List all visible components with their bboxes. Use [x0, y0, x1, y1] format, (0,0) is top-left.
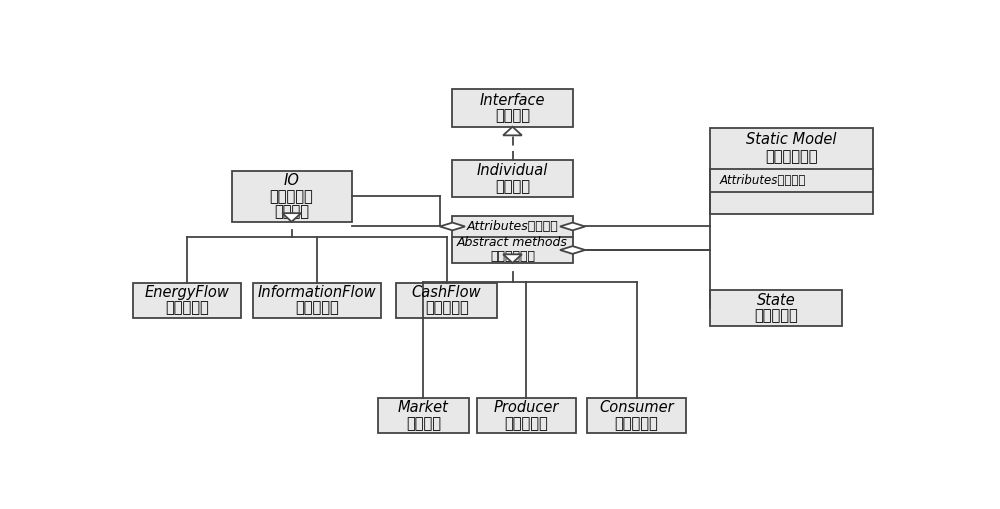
Text: Producer: Producer	[494, 401, 559, 415]
FancyBboxPatch shape	[477, 398, 576, 434]
Text: （静态模型）: （静态模型）	[765, 150, 818, 164]
Polygon shape	[503, 127, 522, 135]
Text: （接口）: （接口）	[495, 108, 530, 124]
Polygon shape	[560, 222, 585, 231]
Text: State: State	[757, 293, 795, 307]
Text: Static Model: Static Model	[746, 132, 837, 147]
Text: Individual: Individual	[477, 163, 548, 178]
FancyBboxPatch shape	[452, 90, 573, 127]
Text: （市场）: （市场）	[406, 416, 441, 431]
FancyBboxPatch shape	[253, 282, 381, 318]
Text: （资金流）: （资金流）	[425, 300, 468, 316]
FancyBboxPatch shape	[452, 160, 573, 197]
Text: （信息流）: （信息流）	[295, 300, 339, 316]
Text: （个体）: （个体）	[495, 179, 530, 194]
Text: Consumer: Consumer	[599, 401, 674, 415]
Text: Attributes（属性）: Attributes（属性）	[467, 220, 558, 233]
Text: （抽象方法）: （抽象方法）	[490, 250, 535, 263]
Text: （消费者）: （消费者）	[615, 416, 658, 431]
Text: InformationFlow: InformationFlow	[258, 285, 377, 300]
Text: CashFlow: CashFlow	[412, 285, 481, 300]
FancyBboxPatch shape	[710, 290, 842, 326]
Text: Attributes（属性）: Attributes（属性）	[719, 174, 806, 187]
Polygon shape	[560, 246, 585, 254]
Text: Abstract methods: Abstract methods	[457, 237, 568, 249]
Text: EnergyFlow: EnergyFlow	[145, 285, 229, 300]
Text: Interface: Interface	[480, 93, 545, 108]
FancyBboxPatch shape	[378, 398, 469, 434]
Text: （能量流）: （能量流）	[165, 300, 209, 316]
Text: （状态集）: （状态集）	[754, 308, 798, 323]
Polygon shape	[503, 254, 522, 263]
Text: IO: IO	[284, 173, 300, 188]
Text: （生产者）: （生产者）	[505, 416, 548, 431]
Text: （输入集、: （输入集、	[270, 189, 314, 204]
FancyBboxPatch shape	[396, 282, 497, 318]
Text: Market: Market	[398, 401, 449, 415]
Polygon shape	[440, 222, 465, 231]
FancyBboxPatch shape	[710, 128, 873, 214]
FancyBboxPatch shape	[452, 216, 573, 263]
FancyBboxPatch shape	[587, 398, 686, 434]
FancyBboxPatch shape	[133, 282, 241, 318]
FancyBboxPatch shape	[232, 171, 352, 222]
Text: 输出集）: 输出集）	[274, 205, 309, 219]
Polygon shape	[282, 213, 301, 222]
